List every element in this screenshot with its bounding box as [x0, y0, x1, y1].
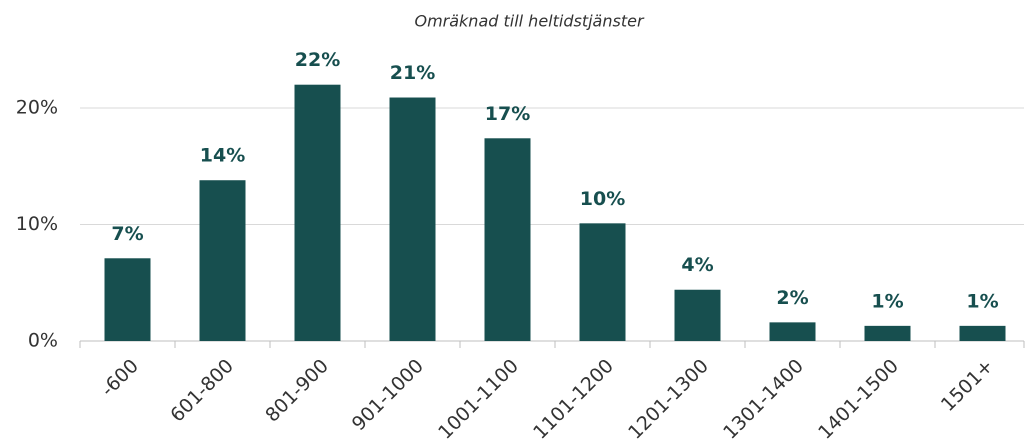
x-tick-label: 1101-1200: [529, 355, 618, 444]
x-tick-label: 1201-1300: [624, 355, 713, 444]
value-label: 2%: [776, 287, 808, 309]
bar: [959, 325, 1006, 341]
x-tick-label: -600: [97, 355, 143, 401]
value-label: 4%: [681, 254, 713, 276]
y-tick-label: 0%: [28, 330, 58, 352]
x-tick-label: 1401-1500: [814, 355, 903, 444]
bar: [864, 325, 911, 341]
x-tick-label: 901-1000: [348, 355, 428, 435]
bar: [294, 84, 341, 341]
bar: [674, 289, 721, 341]
bar: [389, 97, 436, 341]
value-label: 22%: [295, 49, 340, 71]
bar: [199, 180, 246, 341]
value-label: 14%: [200, 145, 245, 167]
value-label: 21%: [390, 62, 435, 84]
value-label: 17%: [485, 103, 530, 125]
chart-subtitle: Omräknad till heltidstjänster: [414, 12, 644, 31]
x-tick-label: 1501+: [937, 355, 998, 416]
value-label: 1%: [966, 290, 998, 312]
x-tick-label: 1001-1100: [434, 355, 523, 444]
y-tick-label: 20%: [16, 97, 58, 119]
y-tick-label: 10%: [16, 213, 58, 235]
bar: [104, 258, 151, 341]
x-tick-label: 1301-1400: [719, 355, 808, 444]
x-tick-label: 801-900: [261, 355, 333, 427]
value-label: 7%: [111, 223, 143, 245]
value-label: 1%: [871, 290, 903, 312]
x-tick-label: 601-800: [166, 355, 238, 427]
bar: [484, 138, 531, 341]
bar: [769, 322, 816, 341]
bar: [579, 223, 626, 341]
value-label: 10%: [580, 188, 625, 210]
